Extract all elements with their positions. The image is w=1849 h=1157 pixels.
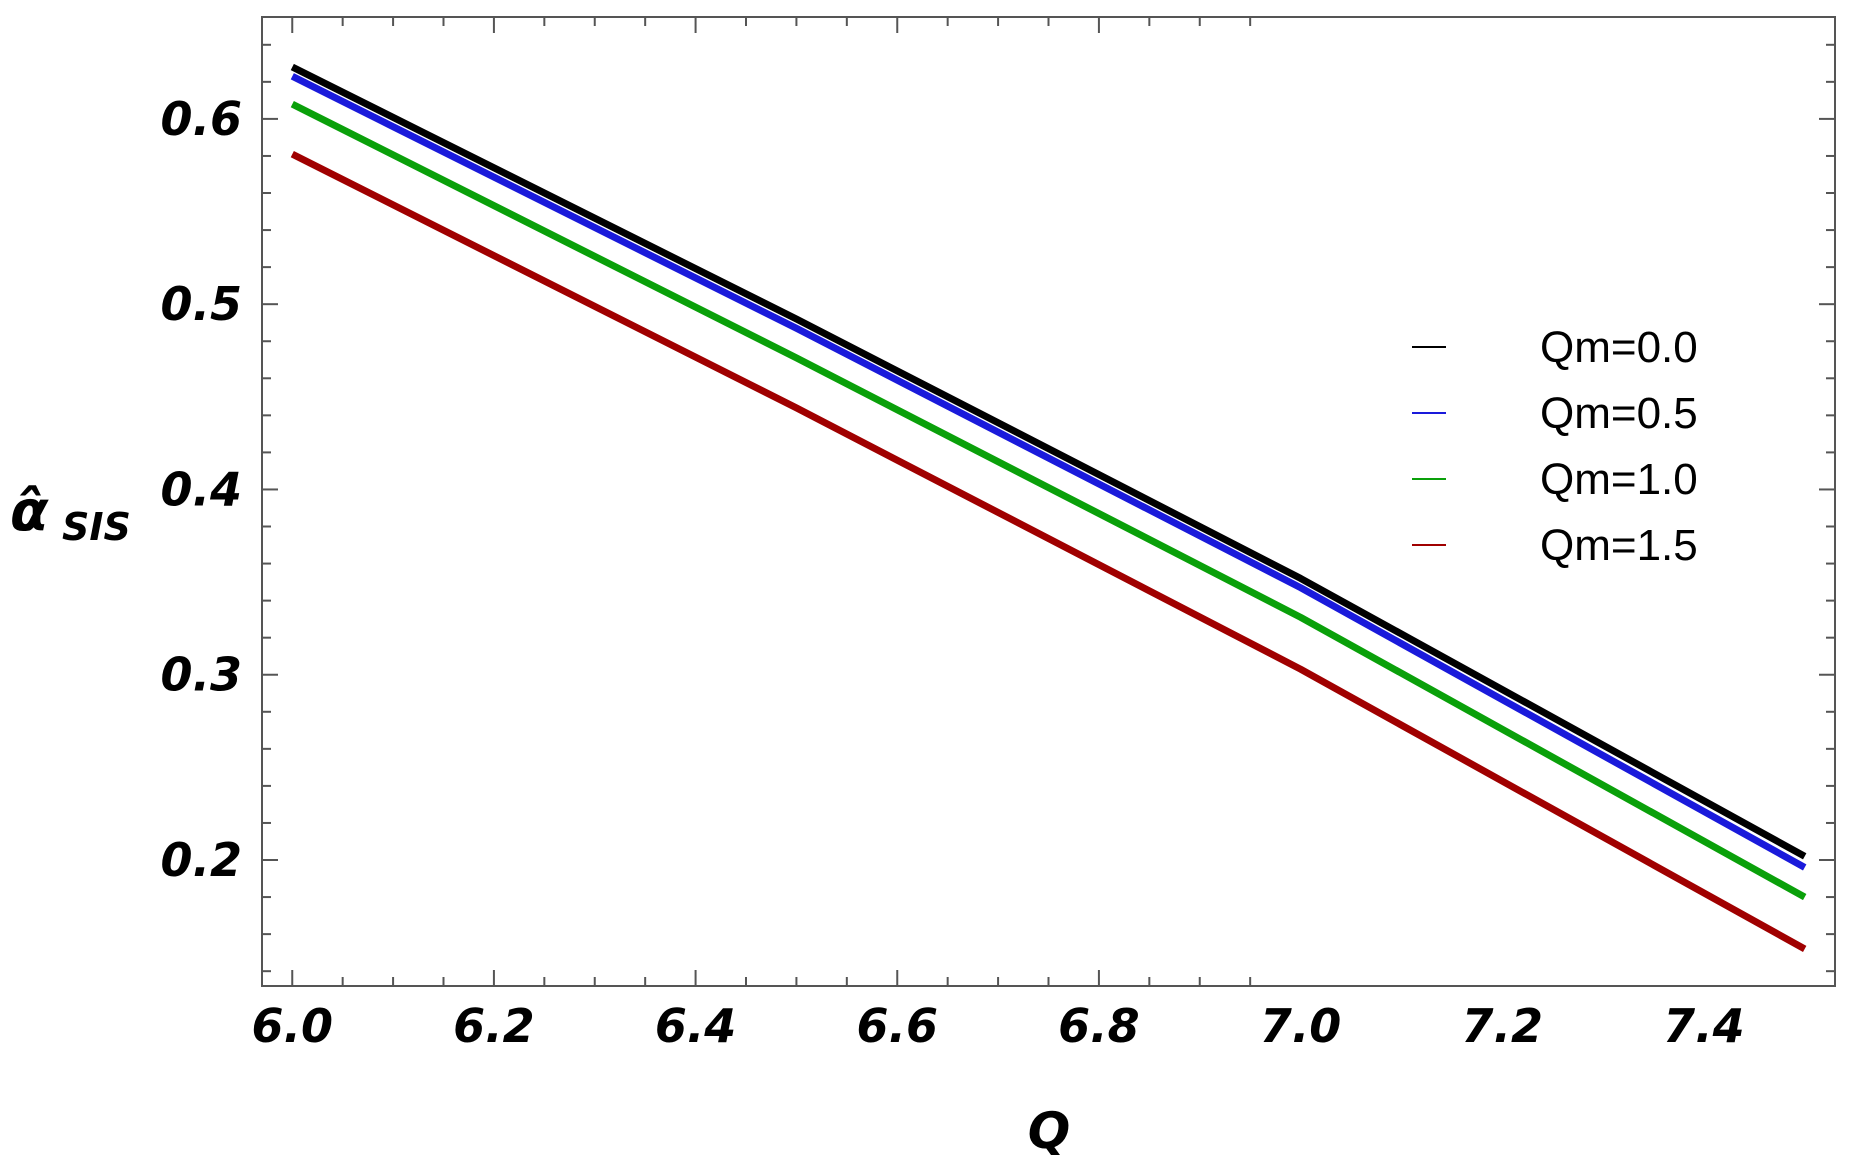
series-line <box>290 63 1807 860</box>
svg-text:SIS: SIS <box>62 505 131 549</box>
x-axis-label: Q <box>1028 1102 1071 1157</box>
y-tick-label: 0.4 <box>161 462 243 516</box>
x-tick-label: 6.4 <box>655 999 737 1053</box>
x-tick-label: 6.6 <box>857 999 939 1053</box>
series-line <box>290 73 1807 871</box>
ticks <box>262 17 1835 986</box>
svg-text:α̂: α̂ <box>10 479 49 544</box>
legend-label: Qm=0.5 <box>1540 389 1698 438</box>
x-tick-label: 6.8 <box>1058 999 1140 1053</box>
x-tick-label: 6.0 <box>252 999 334 1053</box>
series-layer <box>290 63 1807 952</box>
legend-label: Qm=0.0 <box>1540 323 1698 372</box>
y-tick-label: 0.3 <box>161 648 243 702</box>
y-tick-label: 0.6 <box>161 92 243 146</box>
series-line <box>290 100 1807 901</box>
legend-label: Qm=1.5 <box>1540 521 1698 570</box>
x-tick-label: 6.2 <box>453 999 535 1053</box>
y-tick-label: 0.5 <box>161 277 243 331</box>
y-axis-label: α̂ SIS <box>10 479 131 549</box>
x-tick-label: 7.0 <box>1260 999 1342 1053</box>
legend-label: Qm=1.0 <box>1540 455 1698 504</box>
tick-labels: 6.0 6.2 6.4 6.6 6.8 7.0 7.2 7.4 0.2 0.3 0.4 0.5 0.6 <box>161 92 1745 1053</box>
y-tick-label: 0.2 <box>161 833 243 887</box>
legend: Qm=0.0 Qm=0.5 Qm=1.0 Qm=1.5 <box>1412 323 1698 570</box>
x-tick-label: 7.2 <box>1462 999 1544 1053</box>
series-line <box>290 150 1807 952</box>
x-tick-label: 7.4 <box>1663 999 1745 1053</box>
